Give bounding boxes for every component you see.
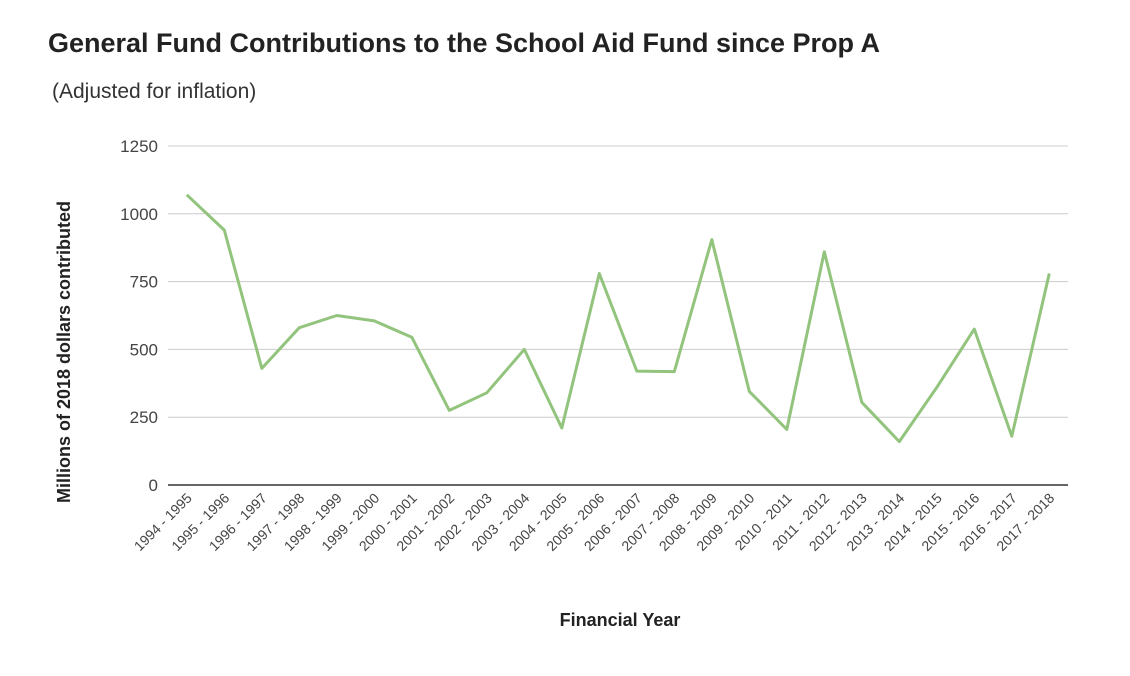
x-axis-label: Financial Year [560,610,681,630]
y-tick-label: 0 [149,476,158,495]
y-tick-label: 750 [130,273,158,292]
y-tick-label: 250 [130,408,158,427]
y-axis-ticks: 0 250 500 750 1000 1250 [120,137,158,495]
y-axis-label: Millions of 2018 dollars contributed [54,201,74,503]
gridlines [168,145,1068,486]
chart-subtitle: (Adjusted for inflation) [52,80,257,103]
y-tick-label: 500 [130,340,158,359]
y-tick-label: 1000 [120,205,158,224]
series-group [185,193,1051,444]
chart-title: General Fund Contributions to the School… [48,28,880,58]
series-line [185,193,1051,444]
y-tick-label: 1250 [120,137,158,156]
